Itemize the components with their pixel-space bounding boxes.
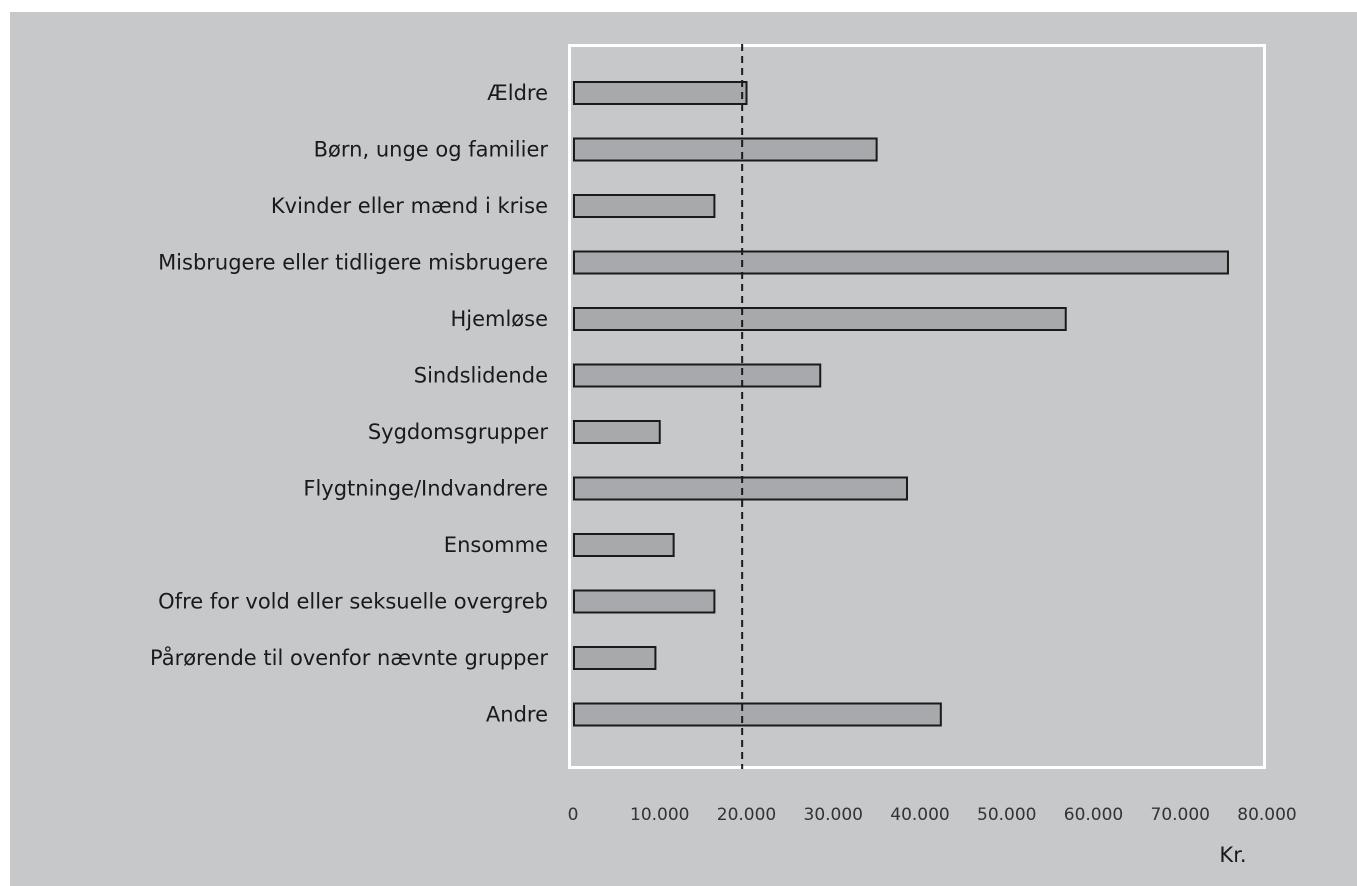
bar [573,702,942,727]
x-tick-label: 60.000 [1064,805,1123,825]
category-label: Flygtninge/Indvandrere [303,477,548,501]
x-tick-label: 80.000 [1237,805,1296,825]
bar [573,533,675,557]
category-label: Misbrugere eller tidligere misbrugere [158,251,548,275]
category-label: Ofre for vold eller seksuelle overgreb [158,590,548,614]
category-label: Ældre [487,81,548,105]
category-label: Sindslidende [414,364,548,388]
x-tick-label: 10.000 [630,805,689,825]
x-axis-unit-label: Kr. [1219,843,1246,867]
bar [573,194,716,218]
category-label: Ensomme [444,533,548,557]
bar [573,420,661,444]
category-labels-layer: Ældre Børn, unge og familier Kvinder eller… [150,81,548,727]
x-tick-label: 50.000 [977,805,1036,825]
plot-area [568,44,1266,769]
bars-layer [573,81,1229,727]
x-tick-label: 20.000 [717,805,776,825]
category-label: Hjemløse [450,307,548,331]
bar [573,589,716,614]
x-tick-label: 40.000 [890,805,949,825]
x-tick-label: 70.000 [1151,805,1210,825]
category-label: Børn, unge og familier [314,138,549,162]
category-label: Sygdomsgrupper [368,420,549,444]
category-label: Pårørende til ovenfor nævnte grupper [150,645,548,670]
bar [573,307,1067,331]
bar [573,137,878,162]
x-tick-label: 30.000 [804,805,863,825]
category-label: Kvinder eller mænd i krise [271,194,548,218]
tick-labels-layer: 0 10.000 20.000 30.000 40.000 50.000 60.000 70.… [568,805,1297,825]
bar [573,81,748,105]
bar [573,476,908,501]
bar [573,646,657,670]
bar [573,363,822,388]
x-tick-label: 0 [568,805,579,825]
bar [573,250,1229,275]
category-label: Andre [486,703,548,727]
